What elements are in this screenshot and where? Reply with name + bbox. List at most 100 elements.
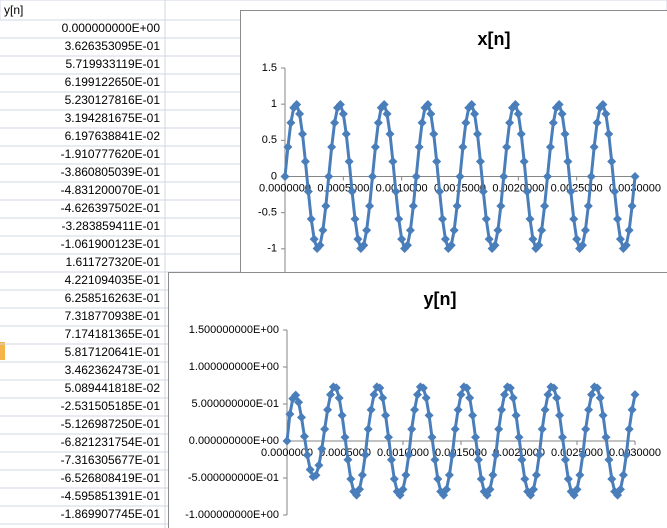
marker (365, 201, 375, 211)
marker (404, 450, 414, 460)
cell: 3.462362473E-01 (65, 363, 161, 377)
marker (366, 405, 376, 415)
cell: -2.531505185E-01 (61, 399, 161, 413)
marker (484, 234, 494, 244)
marker (511, 410, 521, 420)
marker (407, 424, 417, 434)
marker (575, 470, 585, 480)
marker (470, 109, 480, 119)
marker (389, 474, 399, 484)
x-tick-label: 0.0025000 (551, 447, 603, 459)
x-tick-label: 0.0010000 (377, 447, 429, 459)
marker (473, 129, 482, 139)
y-tick-label: 0 (271, 170, 277, 182)
marker (306, 214, 316, 224)
marker (335, 100, 345, 110)
marker (595, 393, 605, 403)
marker (548, 118, 558, 128)
cell: -3.860805039E-01 (61, 165, 161, 179)
marker (280, 172, 290, 181)
marker (291, 390, 301, 400)
marker (370, 142, 380, 152)
marker (516, 129, 526, 139)
marker (405, 225, 415, 235)
marker (465, 393, 475, 403)
marker (318, 225, 328, 235)
marker (334, 393, 344, 403)
marker (331, 383, 341, 393)
marker (569, 214, 579, 224)
marker (630, 390, 640, 400)
marker (418, 383, 428, 393)
y-tick-label: 1 (271, 98, 277, 110)
marker (537, 424, 547, 434)
marker (391, 187, 401, 197)
marker (397, 234, 407, 244)
marker (543, 390, 553, 400)
cell: -4.595851391E-01 (61, 489, 161, 503)
marker (285, 409, 295, 419)
marker (514, 432, 524, 442)
cell: 1.611727320E-01 (65, 255, 160, 269)
marker (309, 234, 319, 244)
marker (429, 129, 439, 139)
marker (315, 240, 325, 250)
marker (446, 240, 456, 250)
marker (408, 201, 418, 211)
marker (589, 142, 599, 152)
marker (540, 405, 550, 415)
marker (344, 156, 354, 166)
cell: 7.174181365E-01 (65, 327, 161, 341)
marker (560, 129, 570, 139)
marker (467, 100, 477, 110)
marker (327, 142, 337, 152)
marker (496, 201, 506, 211)
marker (381, 410, 391, 420)
marker (337, 410, 347, 420)
y-tick-label: 1.000000000E+00 (189, 361, 279, 373)
marker (560, 455, 570, 465)
marker (350, 214, 360, 224)
marker (433, 474, 443, 484)
marker (411, 172, 421, 181)
marker (616, 484, 625, 494)
marker (283, 142, 293, 152)
y-tick-label: -1 (267, 243, 277, 255)
marker (435, 187, 445, 197)
marker (563, 156, 573, 166)
marker (584, 405, 594, 415)
y-tick-label: 1.5 (262, 62, 277, 74)
marker (493, 225, 503, 235)
marker (598, 100, 608, 110)
marker (453, 405, 463, 415)
marker (462, 383, 472, 393)
marker (543, 172, 552, 181)
chart: x[n] 1.5 1 0.5 0 -0.5 -1 0.0000000 0.0005000 0.00… (240, 10, 667, 285)
cell: -5.126987250E-01 (61, 417, 161, 431)
marker (357, 470, 367, 480)
marker (330, 118, 340, 128)
marker (485, 484, 495, 494)
marker (282, 436, 292, 446)
marker (303, 187, 313, 197)
marker (298, 129, 307, 139)
marker (430, 455, 440, 465)
marker (587, 390, 596, 400)
cell: -7.316305677E-01 (61, 453, 161, 467)
marker (294, 397, 304, 407)
marker (320, 424, 330, 434)
y-tick-label: 1.500000000E+00 (189, 324, 279, 336)
marker (519, 156, 529, 166)
y-tick-label: 0.000000000E+00 (189, 435, 279, 447)
marker (403, 240, 412, 250)
marker (456, 390, 466, 400)
marker (525, 214, 535, 224)
chart-title: x[n] (478, 29, 511, 49)
marker (592, 118, 602, 128)
marker (378, 393, 388, 403)
cell: 5.719933119E-01 (65, 57, 160, 71)
marker (520, 474, 530, 484)
cell: 7.318770938E-01 (65, 309, 161, 323)
marker (624, 225, 634, 235)
marker (368, 172, 377, 181)
